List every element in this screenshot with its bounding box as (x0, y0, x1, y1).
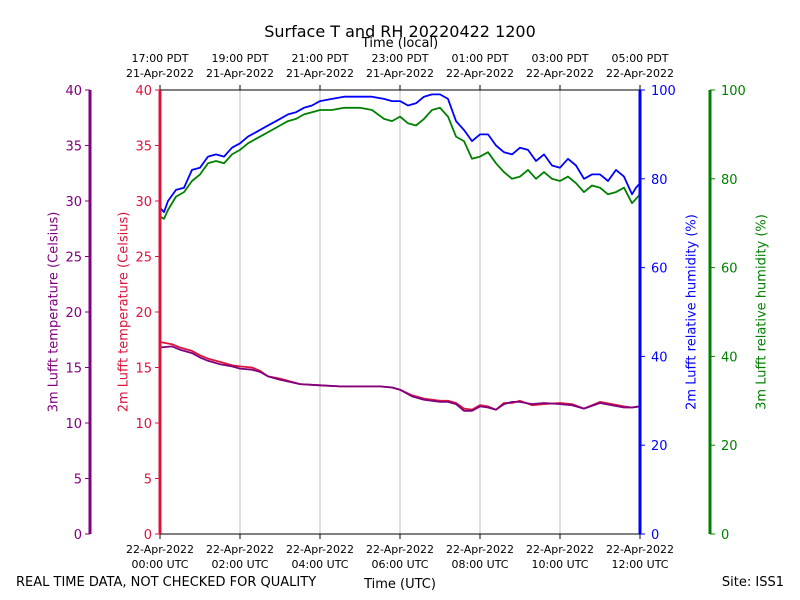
y-axis-label-rh3: 3m Lufft relative humidity (%) (755, 214, 770, 410)
top-tick-label: 05:00 PDT (611, 52, 668, 65)
y-tick-label-rh3: 0 (721, 528, 729, 543)
top-tick-label: 22-Apr-2022 (526, 67, 594, 80)
bottom-tick-label: 22-Apr-2022 (366, 543, 434, 556)
y-tick-label-t2: 25 (135, 251, 152, 266)
y-tick-label-rh2: 80 (651, 173, 668, 188)
axes-layer: 22-Apr-2022 00:00 UTC 22-Apr-2022 02:00 UTC… (47, 52, 770, 571)
bottom-tick-label: 22-Apr-2022 (126, 543, 194, 556)
top-tick-label: 17:00 PDT (131, 52, 188, 65)
y-tick-label-rh3: 40 (721, 350, 738, 365)
top-tick-label: 21-Apr-2022 (126, 67, 194, 80)
y-tick-label-t2: 20 (135, 306, 152, 321)
y-axis-label-rh2: 2m Lufft relative humidity (%) (685, 214, 700, 410)
y-tick-label-t2: 35 (135, 140, 152, 155)
y-tick-label-t2: 15 (135, 362, 152, 377)
y-tick-label-rh3: 80 (721, 173, 738, 188)
bottom-tick-label: 04:00 UTC (291, 558, 348, 571)
quality-note: REAL TIME DATA, NOT CHECKED FOR QUALITY (16, 575, 317, 590)
top-axis-label: Time (local) (361, 36, 438, 51)
y-tick-label-t3: 15 (65, 362, 82, 377)
y-tick-label-t3: 35 (65, 140, 82, 155)
y-axis-label-t2: 2m Lufft temperature (Celsius) (117, 212, 132, 413)
site-label: Site: ISS1 (721, 575, 784, 590)
bottom-tick-label: 08:00 UTC (451, 558, 508, 571)
y-tick-label-t3: 20 (65, 306, 82, 321)
bottom-tick-label: 22-Apr-2022 (206, 543, 274, 556)
y-tick-label-t3: 0 (74, 528, 82, 543)
y-tick-label-rh2: 100 (651, 84, 676, 99)
top-tick-label: 03:00 PDT (531, 52, 588, 65)
y-tick-label-t2: 30 (135, 195, 152, 210)
y-tick-label-rh2: 40 (651, 350, 668, 365)
bottom-tick-label: 10:00 UTC (531, 558, 588, 571)
y-tick-label-t3: 40 (65, 84, 82, 99)
y-tick-label-t2: 40 (135, 84, 152, 99)
top-tick-label: 21-Apr-2022 (366, 67, 434, 80)
top-tick-label: 19:00 PDT (211, 52, 268, 65)
series-line-rh2 (159, 93, 641, 214)
bottom-tick-label: 00:00 UTC (131, 558, 188, 571)
y-tick-label-rh3: 100 (721, 84, 746, 99)
bottom-tick-label: 22-Apr-2022 (446, 543, 514, 556)
top-tick-label: 21-Apr-2022 (286, 67, 354, 80)
bottom-tick-label: 02:00 UTC (211, 558, 268, 571)
top-tick-label: 01:00 PDT (451, 52, 508, 65)
top-tick-label: 23:00 PDT (371, 52, 428, 65)
y-tick-label-t2: 10 (135, 417, 152, 432)
y-tick-label-t2: 0 (144, 528, 152, 543)
y-axis-label-t3: 3m Lufft temperature (Celsius) (47, 212, 62, 413)
top-tick-label: 22-Apr-2022 (446, 67, 514, 80)
bottom-tick-label: 22-Apr-2022 (286, 543, 354, 556)
x-axis-label: Time (UTC) (363, 577, 436, 592)
chart-title: Surface T and RH 20220422 1200 (264, 22, 536, 41)
bottom-tick-label: 22-Apr-2022 (526, 543, 594, 556)
y-tick-label-t3: 10 (65, 417, 82, 432)
y-tick-label-t3: 30 (65, 195, 82, 210)
series-line-t2 (159, 341, 641, 411)
y-tick-label-t3: 25 (65, 251, 82, 266)
bottom-tick-label: 12:00 UTC (611, 558, 668, 571)
top-tick-label: 21:00 PDT (291, 52, 348, 65)
series-line-t3 (159, 345, 641, 412)
series-line-rh3 (159, 106, 641, 220)
y-tick-label-t3: 5 (74, 473, 82, 488)
series-layer (159, 93, 641, 412)
bottom-tick-label: 22-Apr-2022 (606, 543, 674, 556)
y-tick-label-rh3: 20 (721, 439, 738, 454)
top-tick-label: 21-Apr-2022 (206, 67, 274, 80)
bottom-tick-label: 06:00 UTC (371, 558, 428, 571)
y-tick-label-rh2: 0 (651, 528, 659, 543)
top-tick-label: 22-Apr-2022 (606, 67, 674, 80)
y-tick-label-rh3: 60 (721, 262, 738, 277)
y-tick-label-rh2: 20 (651, 439, 668, 454)
y-tick-label-rh2: 60 (651, 262, 668, 277)
y-tick-label-t2: 5 (144, 473, 152, 488)
grid-layer (239, 90, 561, 534)
